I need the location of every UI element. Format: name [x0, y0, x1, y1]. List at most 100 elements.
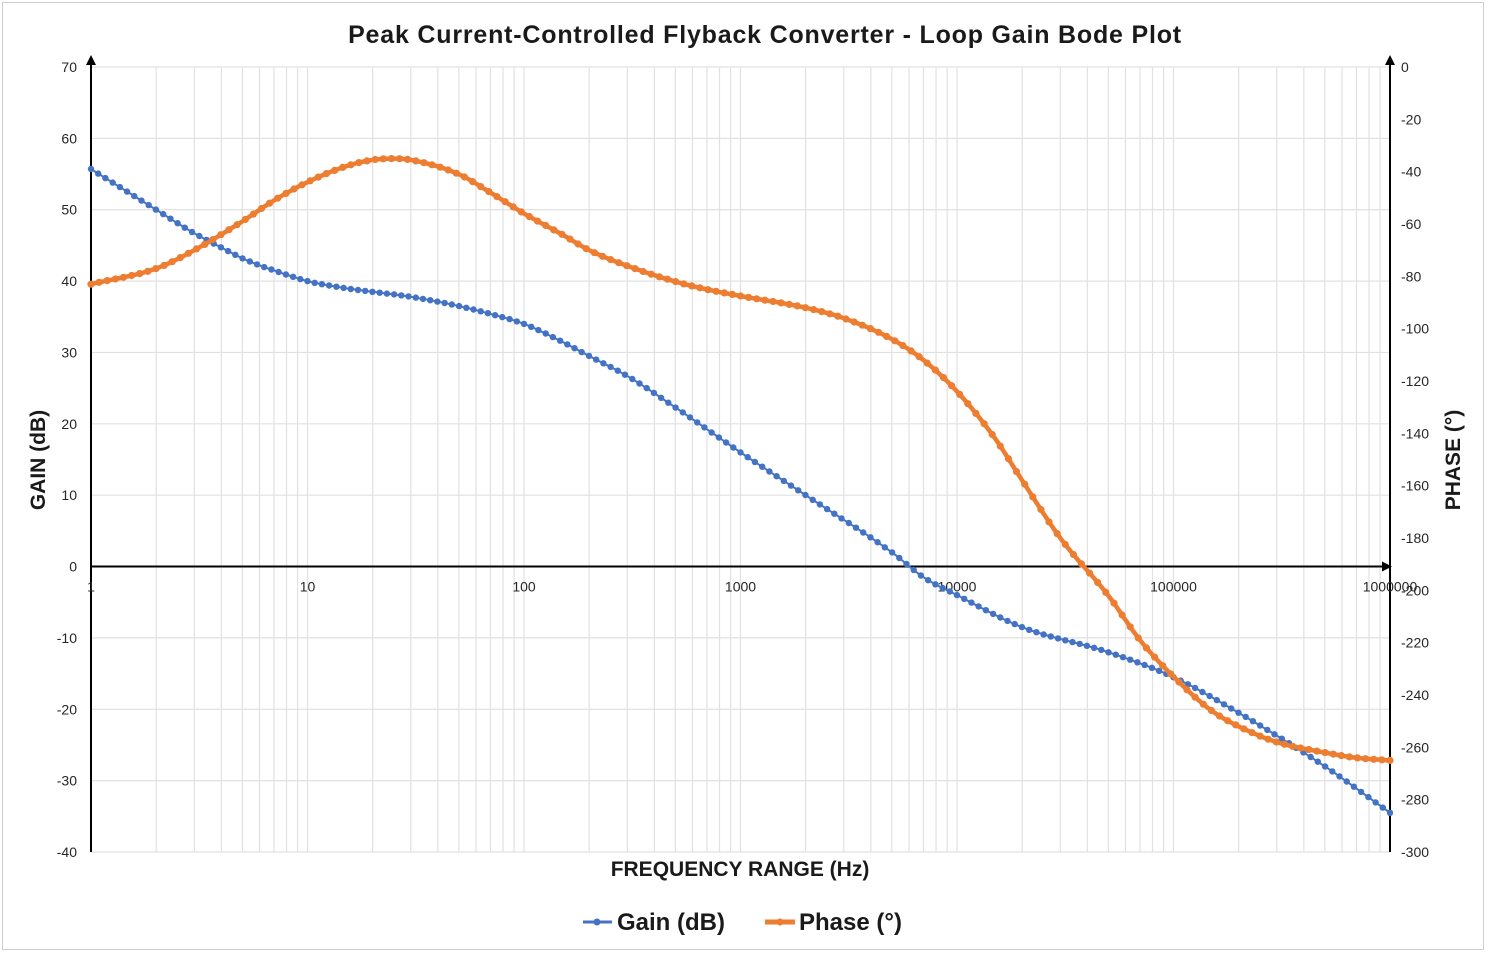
phase-point [1362, 755, 1370, 763]
gain-point [160, 210, 167, 218]
gain-point [953, 591, 961, 599]
gain-point [1083, 642, 1091, 649]
phase-point [566, 235, 574, 243]
gain-point [636, 380, 643, 387]
y2-tick-label: -160 [1401, 478, 1429, 494]
gain-point [196, 232, 203, 240]
phase-point [948, 382, 956, 390]
phase-point [452, 169, 460, 177]
gain-point [354, 286, 362, 294]
gain-point [672, 404, 679, 411]
gain-point [860, 529, 867, 536]
gain-point [1350, 783, 1358, 790]
grid [91, 66, 1390, 853]
gain-point [123, 188, 131, 195]
gain-point [737, 449, 744, 456]
y2-tick-label: -40 [1401, 164, 1421, 180]
phase-point [444, 166, 452, 174]
gain-point [217, 244, 225, 251]
gain-point [556, 337, 564, 344]
phase-point [1069, 550, 1077, 559]
gain-point [463, 304, 470, 311]
gain-point [311, 279, 318, 286]
x-tick-label: 10 [300, 579, 316, 595]
gain-point [116, 183, 124, 191]
phase-point [793, 302, 801, 310]
gain-point [600, 360, 607, 367]
y-tick-label: -10 [57, 630, 77, 646]
gain-point [102, 174, 109, 182]
gain-point [564, 341, 571, 348]
phase-point [785, 300, 793, 308]
gain-point [427, 297, 434, 304]
y2-tick-label: -120 [1401, 373, 1429, 389]
phase-point [533, 217, 542, 225]
gain-point [246, 258, 253, 265]
phase-point [753, 295, 761, 303]
phase-point [720, 289, 728, 297]
phase-point [980, 420, 988, 428]
gain-point [585, 352, 593, 360]
phase-point [672, 278, 680, 286]
phase-point [1353, 754, 1362, 762]
y-axis-title: GAIN (dB) [27, 410, 50, 510]
phase-point [655, 273, 663, 281]
phase-point [387, 155, 395, 163]
gain-point [650, 389, 658, 397]
gain-point [831, 510, 838, 517]
gain-point [867, 534, 874, 541]
gain-point [145, 201, 152, 209]
phase-point [1370, 755, 1378, 763]
phase-point [412, 157, 420, 165]
phase-point [826, 310, 834, 318]
gain-point [491, 312, 499, 319]
gain-point [845, 519, 852, 527]
phase-point [761, 296, 769, 304]
y-tick-label: 70 [61, 59, 77, 75]
y-tick-label: -30 [57, 773, 77, 789]
phase-point [1183, 686, 1191, 694]
y-tick-label: 50 [61, 202, 77, 218]
gain-point [513, 318, 520, 325]
gain-point [318, 281, 326, 288]
gain-point [549, 333, 557, 341]
gain-point [1271, 731, 1278, 738]
phase-point [1029, 493, 1037, 501]
phase-point [1378, 756, 1386, 764]
phase-point [485, 188, 493, 196]
y-tick-label: 40 [61, 273, 77, 289]
phase-point [964, 400, 972, 408]
gain-point [455, 302, 463, 310]
y-tick-label: -20 [57, 701, 77, 717]
phase-point [144, 267, 152, 275]
gain-point [766, 468, 773, 475]
gain-point [138, 197, 145, 204]
phase-point [915, 353, 923, 361]
phase-point [1264, 735, 1272, 743]
y-tick-label: 30 [61, 344, 77, 360]
phase-point [184, 249, 192, 257]
gain-point [434, 298, 441, 305]
gain-point [232, 251, 239, 258]
phase-point [972, 409, 980, 417]
phase-point [1159, 662, 1167, 670]
phase-point [712, 287, 720, 295]
phase-point [201, 240, 209, 248]
y-tick-label: 0 [69, 559, 77, 575]
phase-point [290, 185, 298, 193]
phase-point [1167, 670, 1175, 678]
gain-point [989, 610, 997, 618]
gain-point [398, 292, 405, 299]
gain-point [1134, 659, 1141, 666]
gain-point [946, 588, 953, 595]
gain-point [484, 310, 492, 317]
gain-point [520, 320, 528, 328]
gain-point [1127, 656, 1134, 663]
gain-point [289, 273, 297, 280]
phase-point [249, 210, 257, 218]
phase-point [1224, 717, 1232, 725]
gain-point [802, 491, 809, 499]
gain-point [816, 501, 824, 508]
y2-axis-arrow [1385, 55, 1395, 65]
